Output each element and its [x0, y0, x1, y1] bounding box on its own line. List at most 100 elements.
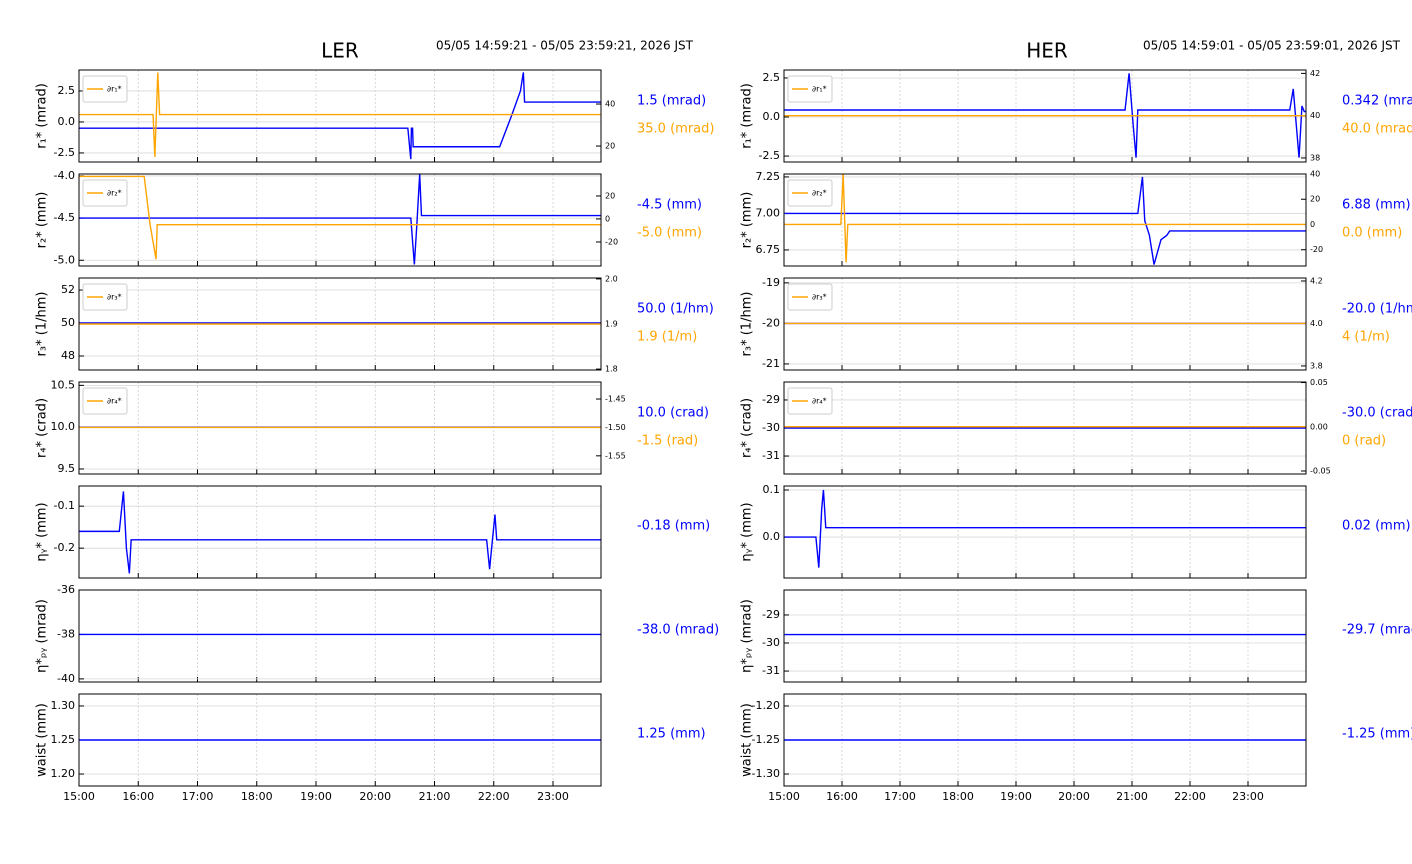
readout: 0.0 (mm)	[1342, 226, 1402, 241]
legend-label: ∂r₂*	[812, 189, 827, 198]
readout: 0.02 (mm)	[1342, 519, 1411, 534]
plot-frame	[78, 69, 602, 163]
y-tick-label: 10.0	[51, 420, 76, 433]
y-tick-label: -2.5	[54, 146, 75, 159]
y-tick-label: -4.5	[54, 211, 75, 224]
x-tick-label: 15:00	[768, 790, 800, 803]
panel: -0.2 -0.1 ηᵧ* (mm) -0.18 (mm)	[35, 485, 710, 579]
panel: -40 -38 -36 η*ₚᵧ (mrad) -38.0 (mrad)	[35, 583, 720, 685]
x-tick-label: 19:00	[300, 790, 332, 803]
y2-tick-label: 40	[1310, 111, 1320, 120]
y2-tick-label: 40	[605, 100, 615, 109]
y-tick-label: 0.0	[763, 530, 781, 543]
panel: 15:00 16:00 17:00 18:00 19:00 20:00 21:00 22:00…	[740, 693, 1412, 803]
y2-tick-label: 40	[1310, 170, 1320, 179]
y-axis-label: η*ₚᵧ (mrad)	[35, 599, 50, 673]
series-line	[79, 174, 601, 265]
x-tick-label: 22:00	[478, 790, 510, 803]
y-tick-label: -1.20	[752, 699, 780, 712]
time-range: 05/05 14:59:01 - 05/05 23:59:01, 2026 JS…	[1143, 39, 1401, 53]
x-tick-label: 15:00	[63, 790, 95, 803]
x-tick-label: 21:00	[419, 790, 451, 803]
legend-box	[787, 387, 833, 415]
y-tick-label: 50	[61, 316, 75, 329]
readout: -4.5 (mm)	[637, 198, 702, 213]
legend-box	[787, 283, 833, 311]
y2-tick-label: 20	[605, 142, 615, 151]
legend-box	[82, 283, 128, 311]
x-tick-label: 17:00	[182, 790, 214, 803]
plot-frame	[783, 173, 1307, 267]
y-tick-label: -29	[762, 608, 780, 621]
plot-frame	[783, 277, 1307, 371]
y-tick-label: 10.5	[51, 378, 76, 391]
y-tick-label: 52	[61, 283, 75, 296]
y-axis-label: r₃* (1/hm)	[740, 292, 755, 357]
y-tick-label: 6.75	[756, 243, 781, 256]
y-tick-label: -1.25	[752, 733, 780, 746]
legend-box	[82, 75, 128, 103]
readout: 1.25 (mm)	[637, 727, 706, 742]
legend-box	[787, 75, 833, 103]
y2-tick-label: 0	[1310, 220, 1315, 229]
readout: -20.0 (1/hm)	[1342, 302, 1412, 317]
readout: -29.7 (mrad)	[1342, 623, 1412, 638]
panel: 9.5 10.0 10.5 -1.55 -1.50 -1.45 r₄* (crad) ∂r₄*…	[35, 378, 709, 475]
legend-label: ∂r₄*	[107, 397, 122, 406]
readout: 35.0 (mrad)	[637, 122, 714, 137]
x-tick-label: 16:00	[122, 790, 154, 803]
y2-tick-label: -20	[605, 237, 618, 246]
x-tick-label: 19:00	[1000, 790, 1032, 803]
readout: -5.0 (mm)	[637, 226, 702, 241]
panel: -31 -30 -29 η*ₚᵧ (mrad) -29.7 (mrad)	[740, 589, 1412, 683]
chart-title: HER	[1026, 39, 1068, 63]
plot-frame	[783, 381, 1307, 475]
y-tick-label: -19	[762, 276, 780, 289]
y2-tick-label: 0.05	[1310, 378, 1328, 387]
readout: 1.5 (mrad)	[637, 94, 706, 109]
x-tick-label: 18:00	[241, 790, 273, 803]
x-tick-label: 20:00	[1058, 790, 1090, 803]
y-axis-label: waist (mm)	[740, 703, 755, 777]
y-tick-label: 2.5	[58, 84, 76, 97]
y-tick-label: -5.0	[54, 253, 75, 266]
legend-box	[82, 179, 128, 207]
plot-frame	[783, 485, 1307, 579]
x-tick-label: 21:00	[1116, 790, 1148, 803]
y-axis-label: r₄* (crad)	[35, 398, 50, 458]
legend-label: ∂r₄*	[812, 397, 827, 406]
y-tick-label: 7.25	[756, 170, 781, 183]
plot-frame	[78, 277, 602, 371]
y-tick-label: -36	[57, 583, 75, 596]
plot-frame	[783, 693, 1307, 787]
legend-box	[787, 179, 833, 207]
y-tick-label: 0.0	[763, 110, 781, 123]
plot-frame	[78, 173, 602, 267]
panel: 6.75 7.00 7.25 -20 0 20 40 r₂* (mm) ∂r₂* 6.88 (mm…	[740, 170, 1411, 267]
y-tick-label: 7.00	[756, 206, 781, 219]
y-tick-label: -31	[762, 664, 780, 677]
plot-frame	[783, 69, 1307, 163]
panel: HER 05/05 14:59:01 - 05/05 23:59:01, 2026…	[740, 39, 1412, 163]
y-tick-label: 48	[61, 349, 75, 362]
readout: -0.18 (mm)	[637, 519, 710, 534]
x-tick-label: 23:00	[1232, 790, 1264, 803]
series-line	[784, 174, 1306, 263]
y2-tick-label: -1.50	[605, 423, 626, 432]
panel: -21 -20 -19 3.8 4.0 4.2 r₃* (1/hm) ∂r₃* -20.0 (1…	[740, 276, 1412, 371]
plot-frame	[78, 381, 602, 475]
y2-tick-label: -0.05	[1310, 466, 1331, 475]
y-tick-label: -1.30	[752, 767, 780, 780]
y-tick-label: 0.1	[763, 483, 781, 496]
series-line	[79, 72, 601, 160]
y-tick-label: 0.0	[58, 115, 76, 128]
y2-tick-label: -1.55	[605, 451, 626, 460]
y2-tick-label: -20	[1310, 245, 1323, 254]
y2-tick-label: 1.9	[605, 320, 618, 329]
y-tick-label: 2.5	[763, 71, 781, 84]
legend-box	[82, 387, 128, 415]
y-tick-label: -30	[762, 421, 780, 434]
readout: -38.0 (mrad)	[637, 623, 719, 638]
readout: -1.25 (mm)	[1342, 727, 1412, 742]
